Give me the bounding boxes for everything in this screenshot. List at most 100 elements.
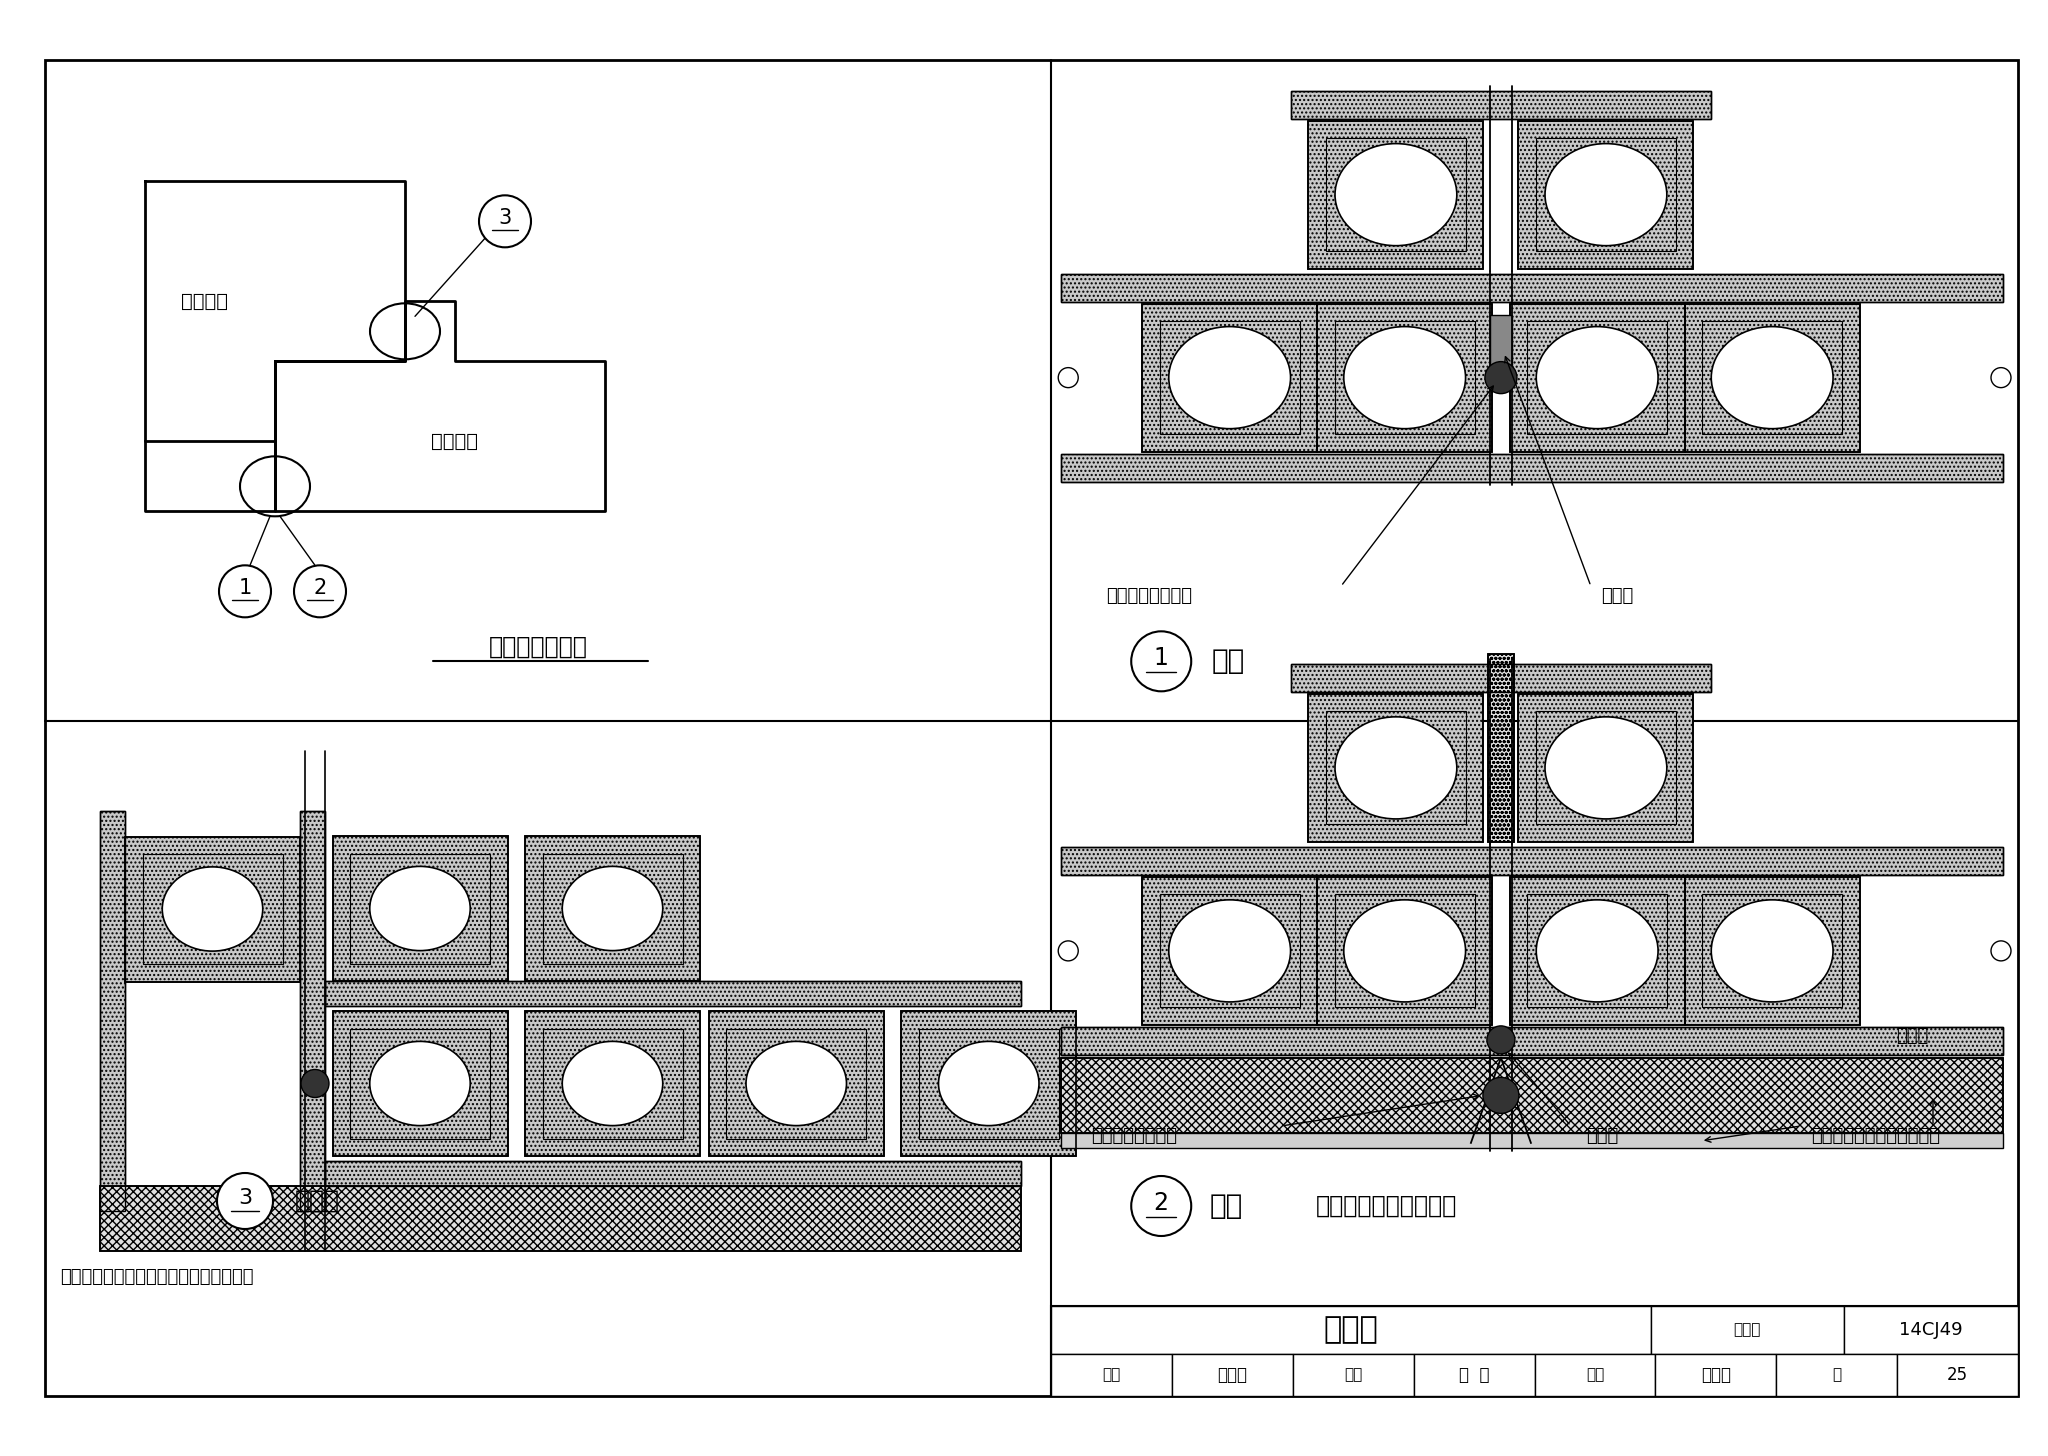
- Text: 聚乙烯泡沫塑料棒: 聚乙烯泡沫塑料棒: [1092, 1127, 1178, 1144]
- Text: （适用于各种外保温）: （适用于各种外保温）: [1317, 1194, 1458, 1219]
- Bar: [1509, 304, 1686, 451]
- Circle shape: [301, 1070, 330, 1098]
- Ellipse shape: [563, 866, 664, 951]
- Bar: [1290, 90, 1710, 118]
- Text: 14CJ49: 14CJ49: [1898, 1321, 1962, 1340]
- Bar: [1509, 304, 1686, 451]
- Bar: [1325, 712, 1466, 824]
- Bar: [1518, 695, 1694, 842]
- Bar: [326, 981, 1022, 1006]
- Bar: [1335, 894, 1475, 1008]
- Circle shape: [1130, 632, 1192, 692]
- Bar: [125, 837, 299, 981]
- Text: 注：变形缝定型产品另见相关国标图集。: 注：变形缝定型产品另见相关国标图集。: [59, 1268, 254, 1286]
- Bar: [1651, 1306, 1843, 1354]
- Bar: [524, 1010, 700, 1156]
- Bar: [1143, 304, 1317, 451]
- Bar: [1489, 314, 1511, 364]
- Bar: [1317, 877, 1493, 1025]
- Bar: [1309, 121, 1483, 269]
- Text: 页: 页: [1833, 1367, 1841, 1383]
- Ellipse shape: [1343, 900, 1466, 1002]
- Text: 密封膏: 密封膏: [1602, 587, 1632, 606]
- Bar: [350, 1028, 489, 1139]
- Bar: [1518, 121, 1694, 269]
- Bar: [1655, 1354, 1776, 1396]
- Text: 平缝: 平缝: [1208, 1192, 1243, 1220]
- Circle shape: [295, 565, 346, 617]
- Bar: [727, 1028, 866, 1139]
- Circle shape: [1991, 941, 2011, 961]
- Ellipse shape: [1169, 900, 1290, 1002]
- Text: 25: 25: [1948, 1366, 1968, 1385]
- Text: 保温层: 保温层: [1896, 1026, 1927, 1045]
- Bar: [1317, 877, 1493, 1025]
- Bar: [1702, 322, 1841, 434]
- Bar: [1061, 1133, 2003, 1147]
- Text: 校对: 校对: [1343, 1367, 1362, 1383]
- Bar: [524, 836, 700, 981]
- Text: 保护层（抹面层和饰面层）: 保护层（抹面层和饰面层）: [1810, 1127, 1939, 1144]
- Bar: [1686, 877, 1860, 1025]
- Bar: [1061, 454, 2003, 482]
- Ellipse shape: [1536, 326, 1659, 428]
- Bar: [326, 1160, 1022, 1187]
- Bar: [1061, 847, 2003, 875]
- Ellipse shape: [1536, 900, 1659, 1002]
- Ellipse shape: [1712, 900, 1833, 1002]
- Bar: [1051, 1354, 1171, 1396]
- Bar: [1171, 1354, 1292, 1396]
- Bar: [1686, 877, 1860, 1025]
- Bar: [1518, 695, 1694, 842]
- Text: 多层建筑: 多层建筑: [182, 291, 229, 310]
- Text: 3: 3: [498, 208, 512, 229]
- Bar: [1061, 847, 2003, 875]
- Ellipse shape: [563, 1041, 664, 1125]
- Bar: [1702, 894, 1841, 1008]
- Text: 1: 1: [1153, 646, 1169, 670]
- Text: 变形缝: 变形缝: [1323, 1316, 1378, 1344]
- Bar: [1292, 1354, 1413, 1396]
- Circle shape: [217, 1174, 272, 1229]
- Bar: [1489, 654, 1513, 842]
- Circle shape: [1487, 1026, 1516, 1054]
- Bar: [1518, 121, 1694, 269]
- Bar: [1061, 1026, 2003, 1056]
- Ellipse shape: [162, 866, 262, 951]
- Bar: [524, 836, 700, 981]
- Text: 聚乙烯泡沫塑料棒: 聚乙烯泡沫塑料棒: [1106, 587, 1192, 606]
- Ellipse shape: [371, 1041, 471, 1125]
- Text: 审核: 审核: [1102, 1367, 1120, 1383]
- Bar: [332, 1010, 508, 1156]
- Bar: [1309, 695, 1483, 842]
- Bar: [1509, 877, 1686, 1025]
- Text: 郑  媛: 郑 媛: [1458, 1366, 1489, 1385]
- Circle shape: [1483, 1077, 1520, 1114]
- Ellipse shape: [745, 1041, 846, 1125]
- Circle shape: [1991, 367, 2011, 387]
- Bar: [326, 1160, 1022, 1187]
- Text: 1: 1: [238, 578, 252, 598]
- Bar: [1290, 664, 1710, 692]
- Bar: [543, 1028, 682, 1139]
- Bar: [524, 1010, 700, 1156]
- Bar: [1686, 304, 1860, 451]
- Ellipse shape: [1335, 144, 1456, 246]
- Bar: [1534, 1354, 1655, 1396]
- Bar: [332, 1010, 508, 1156]
- Bar: [1317, 304, 1493, 451]
- Bar: [1413, 1354, 1534, 1396]
- Bar: [1051, 1306, 2017, 1396]
- Bar: [332, 836, 508, 981]
- Bar: [1143, 304, 1317, 451]
- Bar: [709, 1010, 885, 1156]
- Bar: [100, 1187, 1022, 1251]
- Bar: [143, 855, 283, 964]
- Bar: [326, 981, 1022, 1006]
- Text: 多层建筑: 多层建筑: [432, 432, 479, 451]
- Bar: [1843, 1306, 2017, 1354]
- Bar: [299, 811, 326, 1211]
- Text: 建筑平面示意图: 建筑平面示意图: [489, 635, 588, 658]
- Bar: [1143, 877, 1317, 1025]
- Text: 3: 3: [238, 1188, 252, 1208]
